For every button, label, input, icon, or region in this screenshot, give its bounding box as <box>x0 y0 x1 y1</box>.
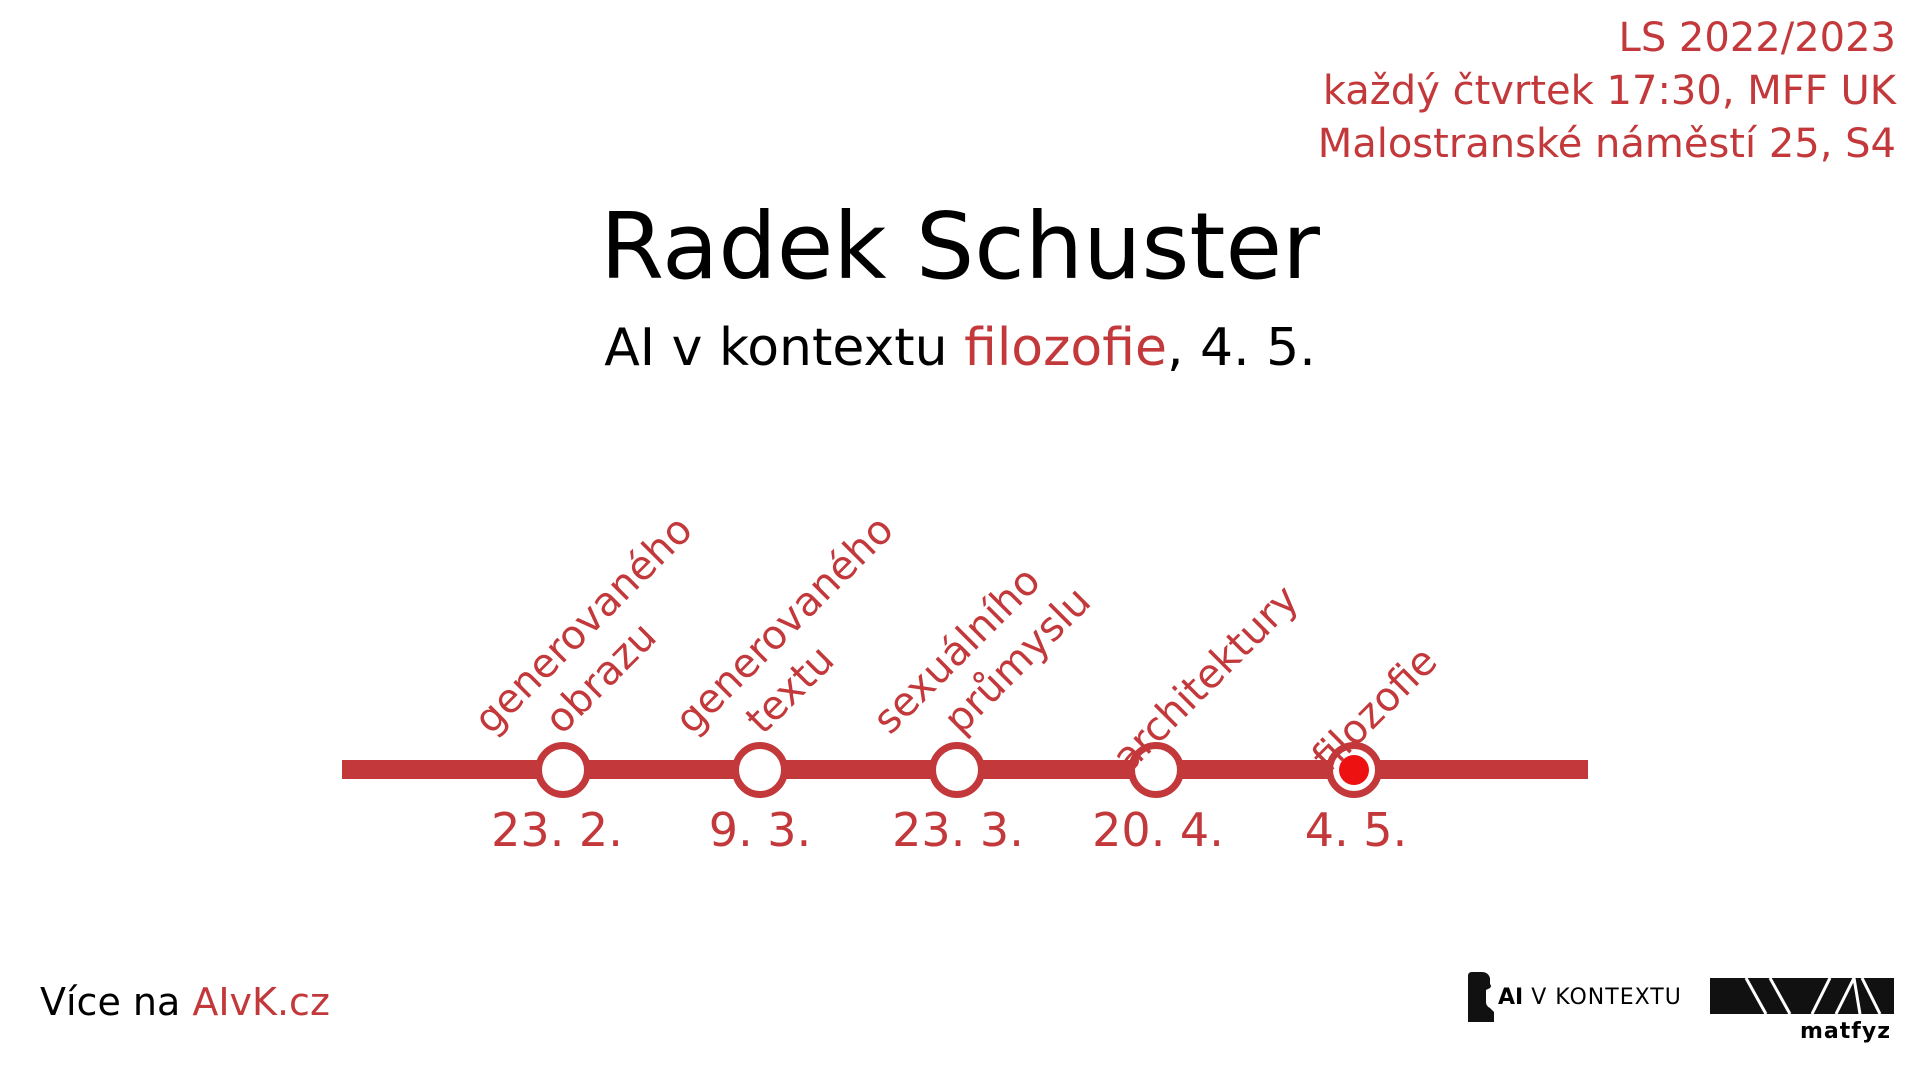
timeline-stop <box>535 742 591 798</box>
timeline-stop <box>929 742 985 798</box>
logo-kontext-text: V KONTEXTU <box>1531 984 1682 1010</box>
subtitle-prefix: AI v kontextu <box>604 318 965 378</box>
semester-label: LS 2022/2023 <box>1618 15 1896 61</box>
timeline-stop <box>732 742 788 798</box>
matfyz-logo-mark <box>1710 978 1894 1015</box>
timeline-stop <box>1128 742 1184 798</box>
topic-line: architektury <box>1103 576 1308 781</box>
timeline-stop-current <box>1326 742 1382 798</box>
event-info: LS 2022/2023 každý čtvrtek 17:30, MFF UK… <box>1318 12 1896 171</box>
more-info: Více na AIvK.cz <box>40 980 330 1024</box>
timeline-topic: architektury <box>1102 575 1309 782</box>
lecture-subtitle: AI v kontextu filozofie, 4. 5. <box>0 318 1920 378</box>
speaker-name: Radek Schuster <box>600 193 1320 300</box>
website-link[interactable]: AIvK.cz <box>192 980 330 1024</box>
ai-v-kontextu-logo: AI V KONTEXTU <box>1466 972 1682 1022</box>
subtitle-topic: filozofie <box>964 318 1167 378</box>
timeline-date: 23. 2. <box>491 803 623 857</box>
head-profile-icon <box>1468 972 1494 1022</box>
schedule-label: každý čtvrtek 17:30, MFF UK <box>1322 68 1896 114</box>
subtitle-suffix: , 4. 5. <box>1166 318 1316 378</box>
matfyz-logo-text: matfyz <box>1800 1019 1892 1044</box>
logo-ai-text: AI <box>1498 984 1524 1010</box>
more-prefix: Více na <box>40 980 193 1024</box>
location-label: Malostranské náměstí 25, S4 <box>1317 121 1896 167</box>
timeline-date: 20. 4. <box>1092 803 1224 857</box>
timeline-date: 23. 3. <box>892 803 1024 857</box>
timeline-date: 4. 5. <box>1304 803 1408 857</box>
timeline-date: 9. 3. <box>708 803 812 857</box>
